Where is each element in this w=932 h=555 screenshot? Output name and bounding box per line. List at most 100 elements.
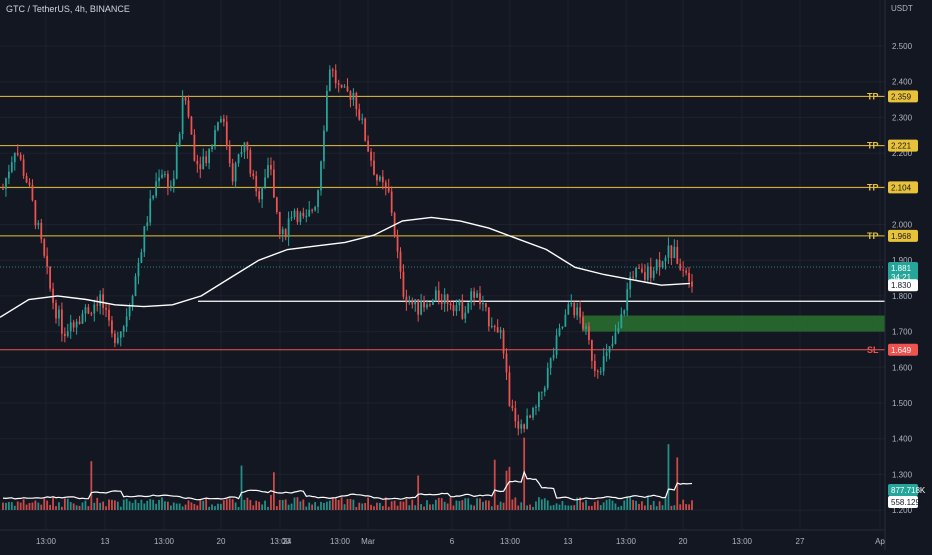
volume-bar (155, 503, 157, 510)
candle-body (346, 86, 349, 92)
volume-bar (270, 494, 272, 510)
candle-body (620, 313, 623, 329)
y-tick-label: 1.500 (892, 399, 913, 408)
candle-body (340, 84, 343, 88)
volume-bar (99, 502, 102, 510)
candle-body (8, 171, 10, 179)
candle-body (187, 100, 190, 117)
volume-bar (217, 503, 219, 510)
volume-bar (202, 500, 205, 510)
plot-background (0, 0, 885, 510)
x-tick-label: 13:00 (270, 537, 291, 546)
y-tick-label: 2.400 (892, 78, 913, 87)
volume-bar (570, 505, 573, 510)
candle-body (146, 222, 149, 227)
candle-body (102, 294, 104, 309)
volume-bar (37, 502, 40, 510)
volume-bar (429, 504, 431, 510)
volume-bar (208, 506, 210, 510)
volume-bar (658, 501, 661, 510)
candle-body (473, 291, 475, 298)
candle-body (334, 70, 337, 84)
candle-body (252, 173, 255, 177)
y-tick-label: 2.200 (892, 149, 913, 158)
volume-bar (211, 504, 213, 510)
candle-body (267, 165, 269, 178)
volume-bar (284, 499, 287, 510)
candle-body (514, 408, 517, 422)
volume-bar (296, 497, 299, 510)
tp-price-tag (888, 139, 918, 152)
candle-body (432, 299, 434, 305)
candle-body (128, 306, 131, 317)
candle-body (305, 215, 308, 217)
volume-bar (125, 498, 128, 510)
candle-body (649, 266, 652, 278)
volume-bar (52, 497, 54, 510)
volume-bar (649, 504, 652, 510)
candle-body (685, 270, 687, 273)
volume-bar (199, 499, 202, 510)
volume-bar (114, 500, 116, 510)
volume-bar (549, 505, 552, 510)
volume-bar (246, 497, 249, 510)
volume-bar (514, 497, 517, 510)
candle-body (546, 368, 549, 388)
candle-body (691, 281, 693, 287)
candle-body (278, 211, 281, 235)
candle-body (2, 188, 4, 190)
candle-body (293, 210, 296, 218)
volume-bar (261, 504, 263, 510)
volume-bar (417, 475, 420, 510)
x-tick-label: Mar (361, 537, 375, 546)
volume-bar (361, 503, 364, 510)
candle-body (411, 301, 414, 305)
candle-body (114, 333, 116, 344)
volume-bar (437, 497, 440, 510)
candle-body (461, 299, 464, 319)
candle-body (69, 322, 72, 332)
volume-bar (252, 505, 255, 510)
candle-body (237, 154, 240, 164)
tp-price-text: 1.968 (891, 232, 912, 241)
candle-body (623, 310, 626, 314)
volume-bar (87, 506, 90, 510)
candle-body (78, 321, 81, 324)
candle-body (402, 271, 405, 297)
volume-bar (228, 498, 231, 510)
candle-body (664, 257, 667, 262)
candle-body (275, 197, 278, 212)
candles (2, 64, 693, 436)
candle-body (228, 145, 231, 164)
candle-body (349, 91, 352, 100)
y-tick-label: 1.200 (892, 506, 913, 515)
candle-body (629, 276, 632, 290)
candle-body (93, 304, 96, 314)
candle-body (682, 269, 685, 271)
candle-body (249, 150, 252, 174)
tp-price-text: 2.359 (891, 92, 912, 101)
candle-body (81, 313, 84, 324)
candle-body (108, 309, 110, 321)
candle-body (626, 289, 629, 311)
volume-bar (214, 506, 216, 510)
tp-label: TP (867, 141, 879, 151)
volume-bar (387, 506, 390, 510)
volume-bar (240, 465, 243, 510)
volume-bar (108, 499, 110, 510)
volume-bar (305, 506, 308, 510)
candle-body (222, 118, 225, 122)
candle-body (72, 322, 75, 328)
volume-bar (673, 505, 676, 510)
volume-bar (632, 500, 634, 510)
candle-body (331, 69, 334, 71)
x-tick-label: 20 (679, 537, 688, 546)
volume-bar (561, 501, 564, 510)
volume-bar (452, 505, 455, 510)
volume-bar (290, 503, 293, 510)
candle-body (158, 177, 160, 182)
candle-body (535, 406, 537, 409)
